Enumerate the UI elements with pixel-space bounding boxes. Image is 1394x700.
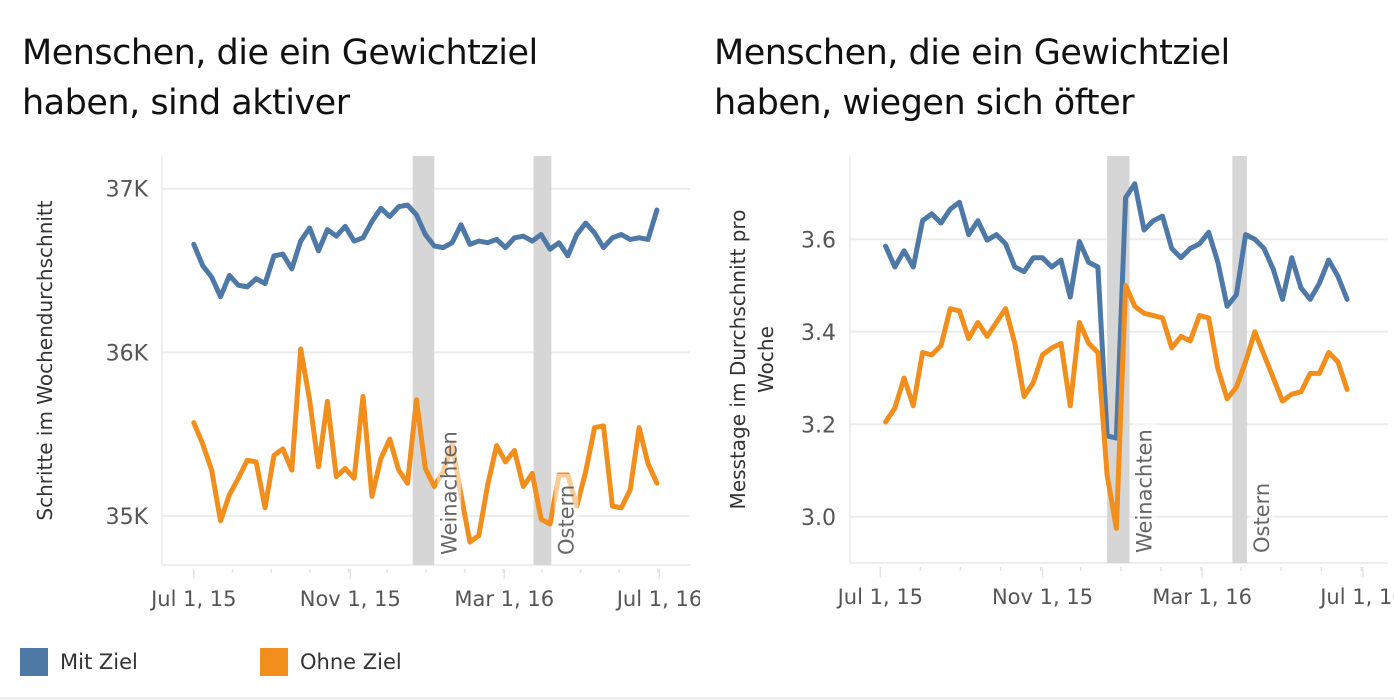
x-tick-label: Jul 1, 16 [1318, 585, 1394, 609]
title-line: haben, sind aktiver [22, 83, 350, 123]
x-tick-label: Jul 1, 16 [615, 587, 700, 611]
y-tick-label: 3.6 [801, 228, 836, 253]
y-axis-label: Schritte im Wochendurchschnitt [33, 200, 57, 520]
holiday-band [533, 156, 552, 565]
band-label: Weinachten [1133, 429, 1157, 553]
band-label-backdrop [437, 420, 462, 559]
legend-swatch-mit-ziel [20, 648, 48, 676]
legend-item-ohne-ziel[interactable]: Ohne Ziel [260, 648, 402, 676]
x-tick-label: Nov 1, 15 [992, 585, 1093, 609]
y-tick-label: 3.0 [801, 506, 836, 531]
line-chart-weigh-days: 3.0 3.2 3.4 3.6 Weinachten Ostern Jul 1, 15 Nov… [726, 156, 1394, 609]
title-line: haben, wiegen sich öfter [714, 83, 1135, 123]
band-label-backdrop [554, 474, 579, 559]
y-tick-label: 37K [106, 178, 149, 203]
legend-label: Ohne Ziel [300, 650, 402, 674]
band-label-backdrop [1132, 418, 1157, 557]
x-tick-label: Mar 1, 16 [1152, 585, 1252, 609]
chart-title-left: Menschen, die ein Gewichtziel haben, sin… [22, 28, 702, 128]
legend-item-mit-ziel[interactable]: Mit Ziel [20, 648, 138, 676]
x-tick-label: Jul 1, 15 [149, 587, 236, 611]
holiday-band [412, 156, 435, 565]
y-tick-label: 3.4 [801, 321, 836, 346]
title-line: Menschen, die ein Gewichtziel [22, 33, 538, 73]
y-tick-label: 35K [106, 505, 149, 530]
legend-label: Mit Ziel [60, 650, 138, 674]
y-axis-label: Woche [754, 326, 778, 393]
y-axis-label: Messtage im Durchschnitt pro [726, 210, 750, 510]
band-label: Ostern [1250, 483, 1274, 553]
band-label-backdrop [1249, 472, 1274, 557]
band-label: Weinachten [437, 431, 461, 555]
x-tick-label: Jul 1, 15 [836, 585, 923, 609]
title-line: Menschen, die ein Gewichtziel [714, 33, 1230, 73]
line-chart-steps: 35K 36K 37K Weinachten Ostern Jul 1, 15 Nov 1,… [33, 156, 700, 611]
y-tick-label: 36K [106, 341, 149, 366]
chart-title-right: Menschen, die ein Gewichtziel haben, wie… [714, 28, 1394, 128]
divider [0, 697, 1394, 700]
x-tick-label: Mar 1, 16 [454, 587, 554, 611]
band-label: Ostern [554, 485, 578, 555]
x-tick-label: Nov 1, 15 [300, 587, 401, 611]
legend-swatch-ohne-ziel [260, 648, 288, 676]
y-tick-label: 3.2 [801, 413, 836, 438]
